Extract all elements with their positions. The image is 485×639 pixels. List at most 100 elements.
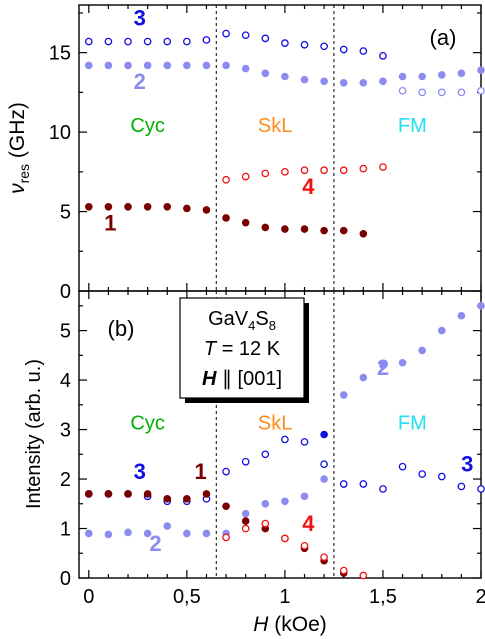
data-point-mode-1 bbox=[163, 495, 172, 503]
panel-b-label: (b) bbox=[108, 316, 135, 341]
panel-a-y-axis-unit: (GHz) bbox=[6, 102, 29, 164]
panel-b-y-ticks: 0 1 2 3 4 5 bbox=[60, 305, 481, 590]
data-point-mode-4 bbox=[300, 166, 309, 175]
panel-a-label: (a) bbox=[430, 25, 457, 50]
data-point-mode-4 bbox=[281, 167, 289, 176]
data-point-mode-4 bbox=[261, 169, 270, 178]
data-point-mode-1 bbox=[183, 495, 191, 503]
sample-temperature: T = 12 K bbox=[204, 338, 281, 360]
panel-b-x-ticks: 0 0,5 1 1,5 2 bbox=[83, 291, 485, 608]
data-point-mode-3 bbox=[300, 438, 309, 446]
data-point-mode-2 bbox=[241, 509, 250, 518]
data-point-mode-3 bbox=[320, 460, 328, 469]
data-point-mode-1 bbox=[339, 226, 348, 235]
x-axis-label: H (kOe) bbox=[253, 613, 327, 636]
data-point-mode-2 bbox=[457, 311, 466, 320]
x-tick-label: 0,5 bbox=[173, 586, 201, 608]
data-point-mode-4 bbox=[300, 541, 309, 550]
data-point-mode-2 bbox=[202, 61, 211, 70]
panel-a: 0 5 10 15 Cyc SkL FM 3 2 4 1 (a) νres (GHz) bbox=[6, 4, 485, 303]
y-tick-label: 4 bbox=[60, 370, 71, 392]
x-axis-symbol: H bbox=[253, 613, 269, 636]
data-point-mode-3 bbox=[143, 37, 152, 46]
data-point-mode-1 bbox=[85, 490, 93, 498]
sample-compound: GaV4S8 bbox=[208, 308, 276, 333]
data-point-mode-2 bbox=[143, 529, 152, 538]
data-point-mode-2 bbox=[359, 373, 368, 382]
data-point-mode-4 bbox=[359, 571, 368, 580]
x-tick-label: 1,5 bbox=[369, 586, 397, 608]
data-point-mode-2 bbox=[183, 61, 191, 70]
data-point-mode-1 bbox=[143, 490, 152, 498]
temperature-symbol: T bbox=[204, 338, 218, 360]
data-point-mode-4 bbox=[359, 164, 368, 173]
panel-b-phase-labels: Cyc SkL FM bbox=[130, 413, 426, 435]
mode-label-3: 3 bbox=[461, 452, 473, 477]
data-point-mode-2 bbox=[398, 72, 407, 81]
data-point-mode-2 bbox=[163, 522, 172, 530]
panel-b-frame bbox=[78, 290, 482, 579]
data-point-mode-2 bbox=[124, 61, 132, 70]
data-point-mode-2 bbox=[320, 475, 328, 483]
data-point-mode-FM bbox=[477, 86, 485, 95]
data-point-mode-1 bbox=[261, 223, 270, 232]
phase-label-cyc: Cyc bbox=[130, 413, 164, 435]
data-point-mode-3 bbox=[84, 37, 93, 46]
data-point-mode-3 bbox=[300, 40, 309, 49]
data-point-mode-2 bbox=[320, 77, 328, 86]
data-point-mode-3 bbox=[457, 482, 466, 491]
data-point-mode-1 bbox=[202, 206, 211, 214]
compound-s: S bbox=[255, 308, 268, 330]
data-point-mode-1 bbox=[222, 502, 230, 511]
data-point-mode-2 bbox=[477, 302, 485, 310]
panel-a-y-axis-subscript: res bbox=[16, 164, 32, 183]
mode-label-2: 2 bbox=[377, 355, 389, 380]
data-point-mode-2 bbox=[418, 346, 426, 355]
data-point-mode-2 bbox=[339, 391, 348, 399]
compound-sub-4: 4 bbox=[248, 318, 255, 333]
data-point-mode-3 bbox=[222, 467, 230, 476]
mode-label-4: 4 bbox=[302, 174, 315, 199]
data-point-mode-1 bbox=[281, 225, 289, 233]
panel-b-mode-labels: 3 1 2 2 3 4 bbox=[134, 355, 474, 556]
data-point-mode-2 bbox=[339, 79, 348, 87]
x-tick-label: 1 bbox=[279, 586, 290, 608]
mode-label-4: 4 bbox=[302, 511, 315, 536]
panel-a-phase-labels: Cyc SkL FM bbox=[130, 115, 426, 137]
data-point-mode-1 bbox=[359, 230, 368, 238]
data-point-mode-FM bbox=[437, 88, 446, 97]
panel-b-series bbox=[84, 302, 485, 580]
panel-a-x-ticks bbox=[88, 5, 482, 291]
mode-label-1: 1 bbox=[194, 459, 206, 484]
data-point-mode-2 bbox=[85, 529, 93, 538]
data-point-mode-2 bbox=[241, 64, 250, 73]
data-point-mode-3 bbox=[261, 450, 270, 459]
mode-label-2: 2 bbox=[134, 69, 146, 94]
panel-a-phase-boundaries bbox=[215, 5, 335, 291]
y-tick-label: 3 bbox=[60, 420, 71, 442]
data-point-mode-4 bbox=[320, 166, 328, 175]
data-point-mode-3 bbox=[359, 47, 368, 55]
data-point-mode-3 bbox=[222, 29, 230, 38]
data-point-mode-3 bbox=[418, 470, 427, 478]
data-point-mode-2 bbox=[398, 358, 407, 367]
y-tick-label: 0 bbox=[60, 281, 71, 303]
data-point-mode-2 bbox=[202, 529, 211, 538]
mode-label-1: 1 bbox=[104, 211, 116, 236]
data-point-mode-4 bbox=[339, 566, 348, 575]
data-point-mode-3 bbox=[281, 435, 289, 444]
data-point-mode-3 bbox=[183, 37, 191, 46]
mode-label-3: 3 bbox=[134, 6, 146, 31]
data-point-mode-2 bbox=[124, 528, 132, 537]
y-tick-label: 2 bbox=[60, 469, 71, 491]
y-tick-label: 1 bbox=[60, 519, 71, 541]
data-point-mode-3 bbox=[124, 37, 132, 46]
data-point-mode-3 bbox=[398, 462, 407, 471]
data-point-mode-1 bbox=[202, 490, 211, 498]
data-point-mode-1 bbox=[124, 490, 132, 498]
data-point-mode-3 bbox=[241, 31, 250, 40]
compound-sub-8: 8 bbox=[269, 318, 276, 333]
data-point-mode-1 bbox=[320, 226, 328, 235]
data-point-mode-2 bbox=[183, 529, 191, 538]
